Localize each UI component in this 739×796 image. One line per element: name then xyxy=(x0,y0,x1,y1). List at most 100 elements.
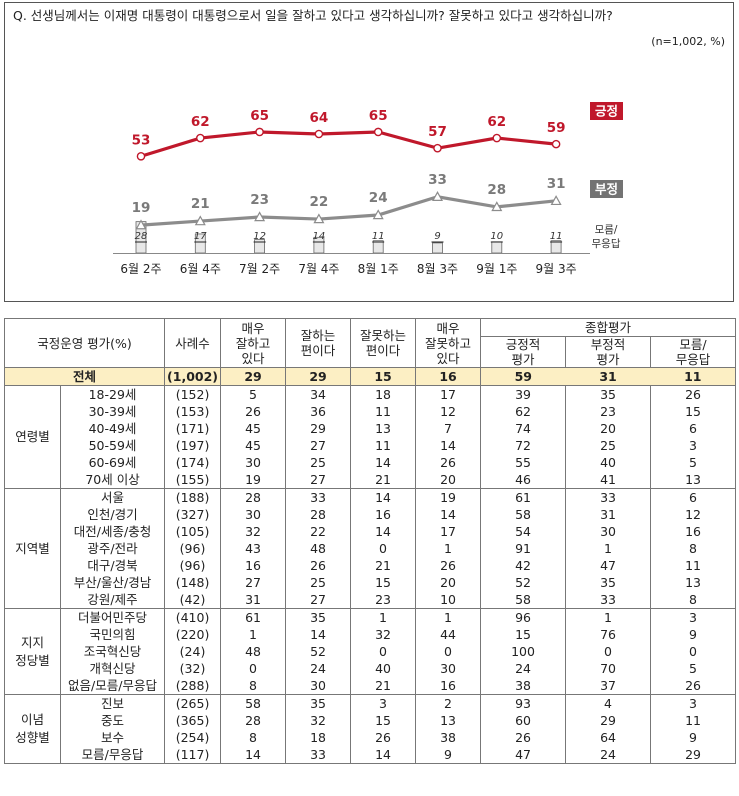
row-value: 11 xyxy=(650,712,737,729)
row-value: 40 xyxy=(565,454,652,471)
row-value: 25 xyxy=(285,454,352,471)
table-row: 조국혁신당 (24) 48 52 0 0 100 0 0 xyxy=(5,643,737,660)
row-value: 28 xyxy=(220,712,287,729)
unknown-bar-label: 14 xyxy=(313,231,326,242)
row-value: 15 xyxy=(350,712,417,729)
row-value: 1 xyxy=(415,608,482,626)
row-value: 13 xyxy=(650,574,737,591)
negative-value-label: 24 xyxy=(369,190,388,206)
negative-value-label: 19 xyxy=(132,200,151,216)
row-value: 45 xyxy=(220,437,287,454)
header-good: 잘하는 편이다 xyxy=(285,318,352,368)
table-row: 60-69세 (174) 30 25 14 26 55 40 5 xyxy=(5,454,737,471)
row-value: 29 xyxy=(650,746,737,764)
table-row: 연령별 18-29세 (152) 5 34 18 17 39 35 26 xyxy=(4,385,737,489)
row-value: 42 xyxy=(480,557,567,574)
row-value: 1 xyxy=(565,540,652,557)
x-tick-label: 8월 1주 xyxy=(358,262,399,276)
row-value: 11 xyxy=(350,437,417,454)
unknown-bar-label: 9 xyxy=(434,231,440,242)
row-value: 74 xyxy=(480,420,567,437)
table-row: 지역별 서울 (188) 28 33 14 19 61 33 6 xyxy=(4,488,737,609)
negative-value-label: 21 xyxy=(191,196,210,212)
row-value: 58 xyxy=(480,591,567,609)
row-n: (96) xyxy=(164,540,222,557)
unknown-bar-label: 28 xyxy=(135,231,148,242)
row-value: 13 xyxy=(350,420,417,437)
row-value: 0 xyxy=(350,540,417,557)
row-label: 30-39세 xyxy=(88,404,137,419)
row-value: 1 xyxy=(220,626,287,643)
row-value: 48 xyxy=(220,643,287,660)
group-label: 이념 성향별 xyxy=(4,694,61,764)
legend-label-unknown: 모름/ xyxy=(595,224,618,236)
row-value: 55 xyxy=(480,454,567,471)
row-value: 24 xyxy=(480,660,567,677)
row-value: 44 xyxy=(415,626,482,643)
negative-point xyxy=(254,211,266,222)
row-value: 30 xyxy=(220,506,287,523)
row-n: (288) xyxy=(164,677,222,695)
row-value: 46 xyxy=(480,471,567,489)
row-value: 8 xyxy=(650,591,737,609)
table-row: 광주/전라 (96) 43 48 0 1 91 1 8 xyxy=(5,540,737,557)
table-row: 대전/세종/충청 (105) 32 22 14 17 54 30 16 xyxy=(5,523,737,540)
row-value: 3 xyxy=(650,437,737,454)
row-n: (220) xyxy=(164,626,222,643)
row-value: 30 xyxy=(565,523,652,540)
row-value: 26 xyxy=(650,385,737,403)
row-value: 61 xyxy=(480,488,567,506)
row-value: 32 xyxy=(350,626,417,643)
row-value: 27 xyxy=(285,437,352,454)
row-value: 12 xyxy=(650,506,737,523)
row-value: 30 xyxy=(220,454,287,471)
row-value: 28 xyxy=(220,488,287,506)
row-label: 보수 xyxy=(101,730,125,745)
row-value: 96 xyxy=(480,608,567,626)
row-n: (265) xyxy=(164,694,222,712)
row-value: 52 xyxy=(480,574,567,591)
row-value: 17 xyxy=(415,523,482,540)
row-label: 부산/울산/경남 xyxy=(73,575,152,590)
row-value: 54 xyxy=(480,523,567,540)
row-value: 35 xyxy=(565,574,652,591)
row-value: 21 xyxy=(350,557,417,574)
legend-swatch xyxy=(590,102,623,120)
row-label: 18-29세 xyxy=(60,385,165,403)
row-value: 5 xyxy=(650,454,737,471)
data-labels: 53 62 65 64 65 57 62 59 19 21 23 22 24 33 28 31 xyxy=(132,108,566,216)
chart-note: (n=1,002, %) xyxy=(651,35,725,48)
row-value: 1 xyxy=(350,608,417,626)
row-n: (365) xyxy=(164,712,222,729)
row-label: 중도 xyxy=(101,713,125,728)
row-label: 서울 xyxy=(60,488,165,506)
negative-point xyxy=(550,195,562,206)
unknown-bar-label: 11 xyxy=(372,231,385,242)
row-value: 27 xyxy=(285,471,352,489)
header-very-bad: 매우 잘못하고 있다 xyxy=(415,318,482,368)
header-group: 국정운영 평가(%) xyxy=(3,318,166,368)
row-value: 47 xyxy=(565,557,652,574)
row-value: 32 xyxy=(220,523,287,540)
row-value: 11 xyxy=(650,367,737,386)
row-value: 9 xyxy=(415,746,482,764)
row-n: (148) xyxy=(164,574,222,591)
unknown-bar xyxy=(491,241,503,254)
header-very-good: 매우 잘하고 있다 xyxy=(220,318,287,368)
legend-label: 긍정 xyxy=(595,104,618,119)
row-value: 33 xyxy=(285,488,352,506)
row-value: 61 xyxy=(220,608,287,626)
row-value: 0 xyxy=(650,643,737,660)
x-tick-label: 8월 3주 xyxy=(417,262,458,276)
row-value: 1 xyxy=(415,540,482,557)
row-n: (171) xyxy=(164,420,222,437)
unknown-bar-label: 17 xyxy=(194,231,207,242)
row-value: 38 xyxy=(415,729,482,746)
row-value: 16 xyxy=(350,506,417,523)
row-value: 100 xyxy=(480,643,567,660)
row-value: 9 xyxy=(650,626,737,643)
row-value: 28 xyxy=(285,506,352,523)
x-tick-label: 6월 4주 xyxy=(180,262,221,276)
row-label: 대전/세종/충청 xyxy=(73,524,152,539)
